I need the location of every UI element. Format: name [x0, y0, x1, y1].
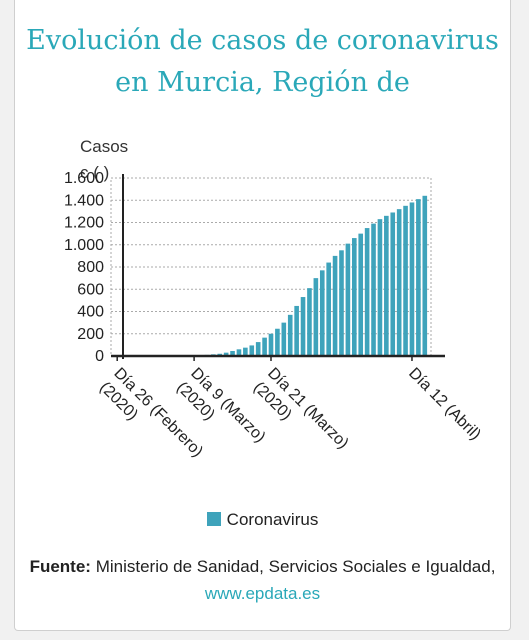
- bar: [262, 337, 267, 356]
- bar: [390, 212, 396, 356]
- legend-label-coronavirus: Coronavirus: [226, 510, 319, 529]
- source-note: Fuente: Ministerio de Sanidad, Servicios…: [15, 553, 510, 607]
- y-tick-label: 1.000: [64, 237, 104, 254]
- y-axis-label: Casos: [80, 137, 128, 156]
- chart-title: Evolución de casos de coronavirus en Mur…: [15, 20, 510, 104]
- bar: [268, 333, 274, 356]
- legend-swatch-coronavirus: [206, 512, 221, 526]
- bar: [313, 278, 319, 357]
- bar: [249, 345, 255, 356]
- bar: [230, 350, 235, 356]
- bar: [345, 243, 351, 356]
- bar: [422, 195, 428, 356]
- bar: [358, 233, 364, 357]
- bar: [377, 219, 383, 356]
- source-prefix: Fuente:: [29, 557, 91, 576]
- bar: [275, 328, 280, 356]
- bar: [339, 250, 344, 356]
- y-tick-label: 1.600: [64, 170, 104, 187]
- bar: [243, 347, 248, 356]
- chart-title-line1: Evolución de casos de coronavirus: [26, 25, 499, 56]
- chart-title-line2: en Murcia, Región de: [115, 67, 410, 98]
- x-tick-label: Día 26 (Febrero)(2020): [96, 365, 206, 475]
- y-tick-label: 200: [77, 326, 104, 343]
- bar: [236, 349, 242, 356]
- y-tick-label: 1.200: [64, 215, 104, 232]
- y-tick-label: 400: [77, 304, 104, 321]
- source-link[interactable]: www.epdata.es: [204, 584, 321, 603]
- chart-legend[interactable]: Coronavirus: [15, 510, 510, 530]
- bar: [300, 297, 306, 356]
- y-axis-label-suffix: c ( ): [80, 163, 109, 182]
- y-tick-label: 800: [77, 259, 104, 276]
- y-tick-label: 0: [95, 348, 104, 365]
- bar: [409, 202, 415, 356]
- bar: [371, 223, 376, 356]
- bar: [352, 238, 357, 356]
- x-tick-label: Día 12 (Abril): [405, 365, 484, 444]
- bar: [364, 228, 370, 356]
- bar: [332, 255, 338, 357]
- y-tick-label: 600: [77, 281, 104, 298]
- bar: [281, 322, 287, 357]
- x-tick-label: Día 21 (Marzo)(2020): [250, 365, 352, 467]
- bar: [307, 288, 312, 356]
- bar: [416, 199, 421, 356]
- bar: [326, 262, 331, 356]
- y-tick-label: 1.400: [64, 192, 104, 209]
- bar: [223, 352, 229, 356]
- source-text: Ministerio de Sanidad, Servicios Sociale…: [90, 557, 496, 576]
- bar: [287, 314, 293, 356]
- bar: [319, 270, 325, 356]
- bar: [384, 215, 389, 356]
- bar: [403, 205, 408, 356]
- bar: [294, 305, 299, 356]
- bar-chart: Casos c ( ) 0 200 400 600 800 1.000 1.200 1.400 1.…: [64, 137, 484, 475]
- bar: [396, 209, 402, 356]
- bar: [255, 342, 261, 356]
- chart-card: Evolución de casos de coronavirus en Mur…: [14, 0, 511, 631]
